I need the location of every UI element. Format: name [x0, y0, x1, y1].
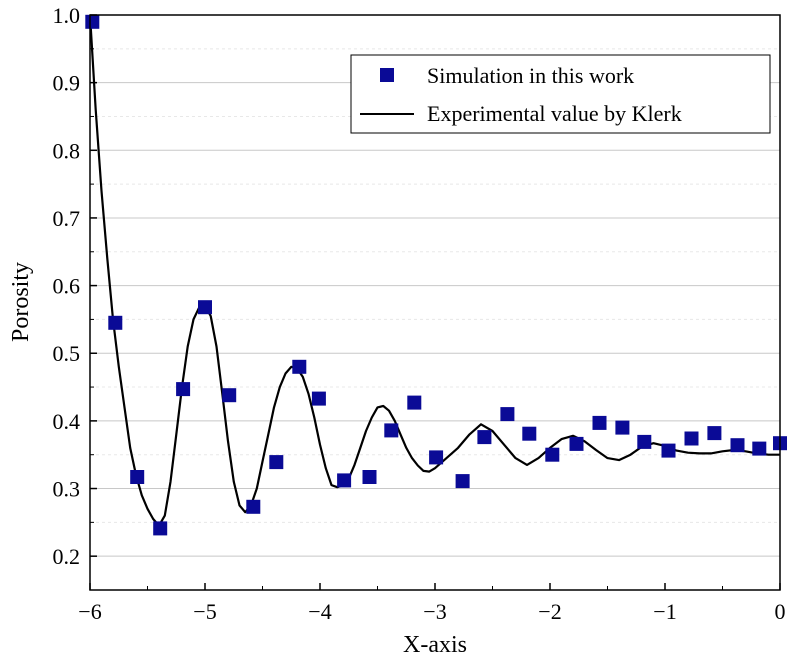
x-axis-title: X-axis [403, 632, 467, 658]
simulation-point [477, 430, 492, 445]
legend-marker-simulation [380, 68, 394, 82]
y-tick-label: 0.3 [53, 477, 81, 502]
simulation-point [85, 14, 100, 29]
simulation-point [684, 431, 699, 446]
simulation-point [153, 521, 168, 536]
simulation-point [222, 388, 237, 403]
simulation-point [615, 420, 630, 435]
y-axis-title: Porosity [8, 262, 34, 342]
y-tick-label: 0.7 [53, 206, 81, 231]
simulation-point [292, 359, 307, 374]
y-tick-label: 0.9 [53, 71, 81, 96]
simulation-point [752, 441, 767, 456]
simulation-point [269, 455, 284, 470]
y-tick-label: 0.5 [53, 341, 81, 366]
simulation-point [407, 395, 422, 410]
x-tick-label: −1 [653, 599, 676, 624]
x-tick-label: −4 [308, 599, 331, 624]
simulation-point [592, 415, 607, 430]
simulation-point [176, 382, 191, 397]
x-tick-label: −3 [423, 599, 446, 624]
y-tick-label: 0.6 [53, 274, 81, 299]
legend: Simulation in this work Experimental val… [350, 54, 771, 134]
simulation-point [545, 447, 560, 462]
x-tick-label: −5 [193, 599, 216, 624]
simulation-point [730, 438, 745, 453]
legend-box [350, 54, 771, 134]
simulation-point [569, 436, 584, 451]
simulation-point [130, 470, 145, 484]
simulation-point [707, 426, 722, 441]
simulation-point [637, 434, 652, 449]
y-tick-label: 0.4 [53, 409, 81, 434]
simulation-point [429, 450, 444, 465]
y-tick-label: 0.2 [53, 544, 81, 569]
simulation-point [661, 443, 676, 458]
x-tick-label: −2 [538, 599, 561, 624]
simulation-point [362, 470, 377, 484]
simulation-point [198, 300, 212, 315]
simulation-point [108, 315, 123, 330]
simulation-point [337, 473, 352, 488]
simulation-point [522, 426, 537, 441]
axis-ticks: 0.2 0.3 0.4 0.5 0.6 0.7 0.8 0.9 1.0 −6 −5 −4 −3 −2 −1 0 [53, 3, 786, 624]
legend-label-experimental: Experimental value by Klerk [427, 101, 682, 126]
simulation-point [384, 423, 399, 438]
simulation-point [311, 391, 326, 406]
simulation-point [246, 499, 261, 514]
y-tick-label: 0.8 [53, 138, 81, 163]
series-layer [85, 14, 787, 536]
x-tick-label: 0 [775, 599, 786, 624]
legend-label-simulation: Simulation in this work [427, 63, 634, 88]
simulation-point [500, 407, 515, 422]
y-tick-label: 1.0 [53, 3, 81, 28]
simulation-point [455, 474, 470, 489]
x-tick-label: −6 [78, 599, 101, 624]
